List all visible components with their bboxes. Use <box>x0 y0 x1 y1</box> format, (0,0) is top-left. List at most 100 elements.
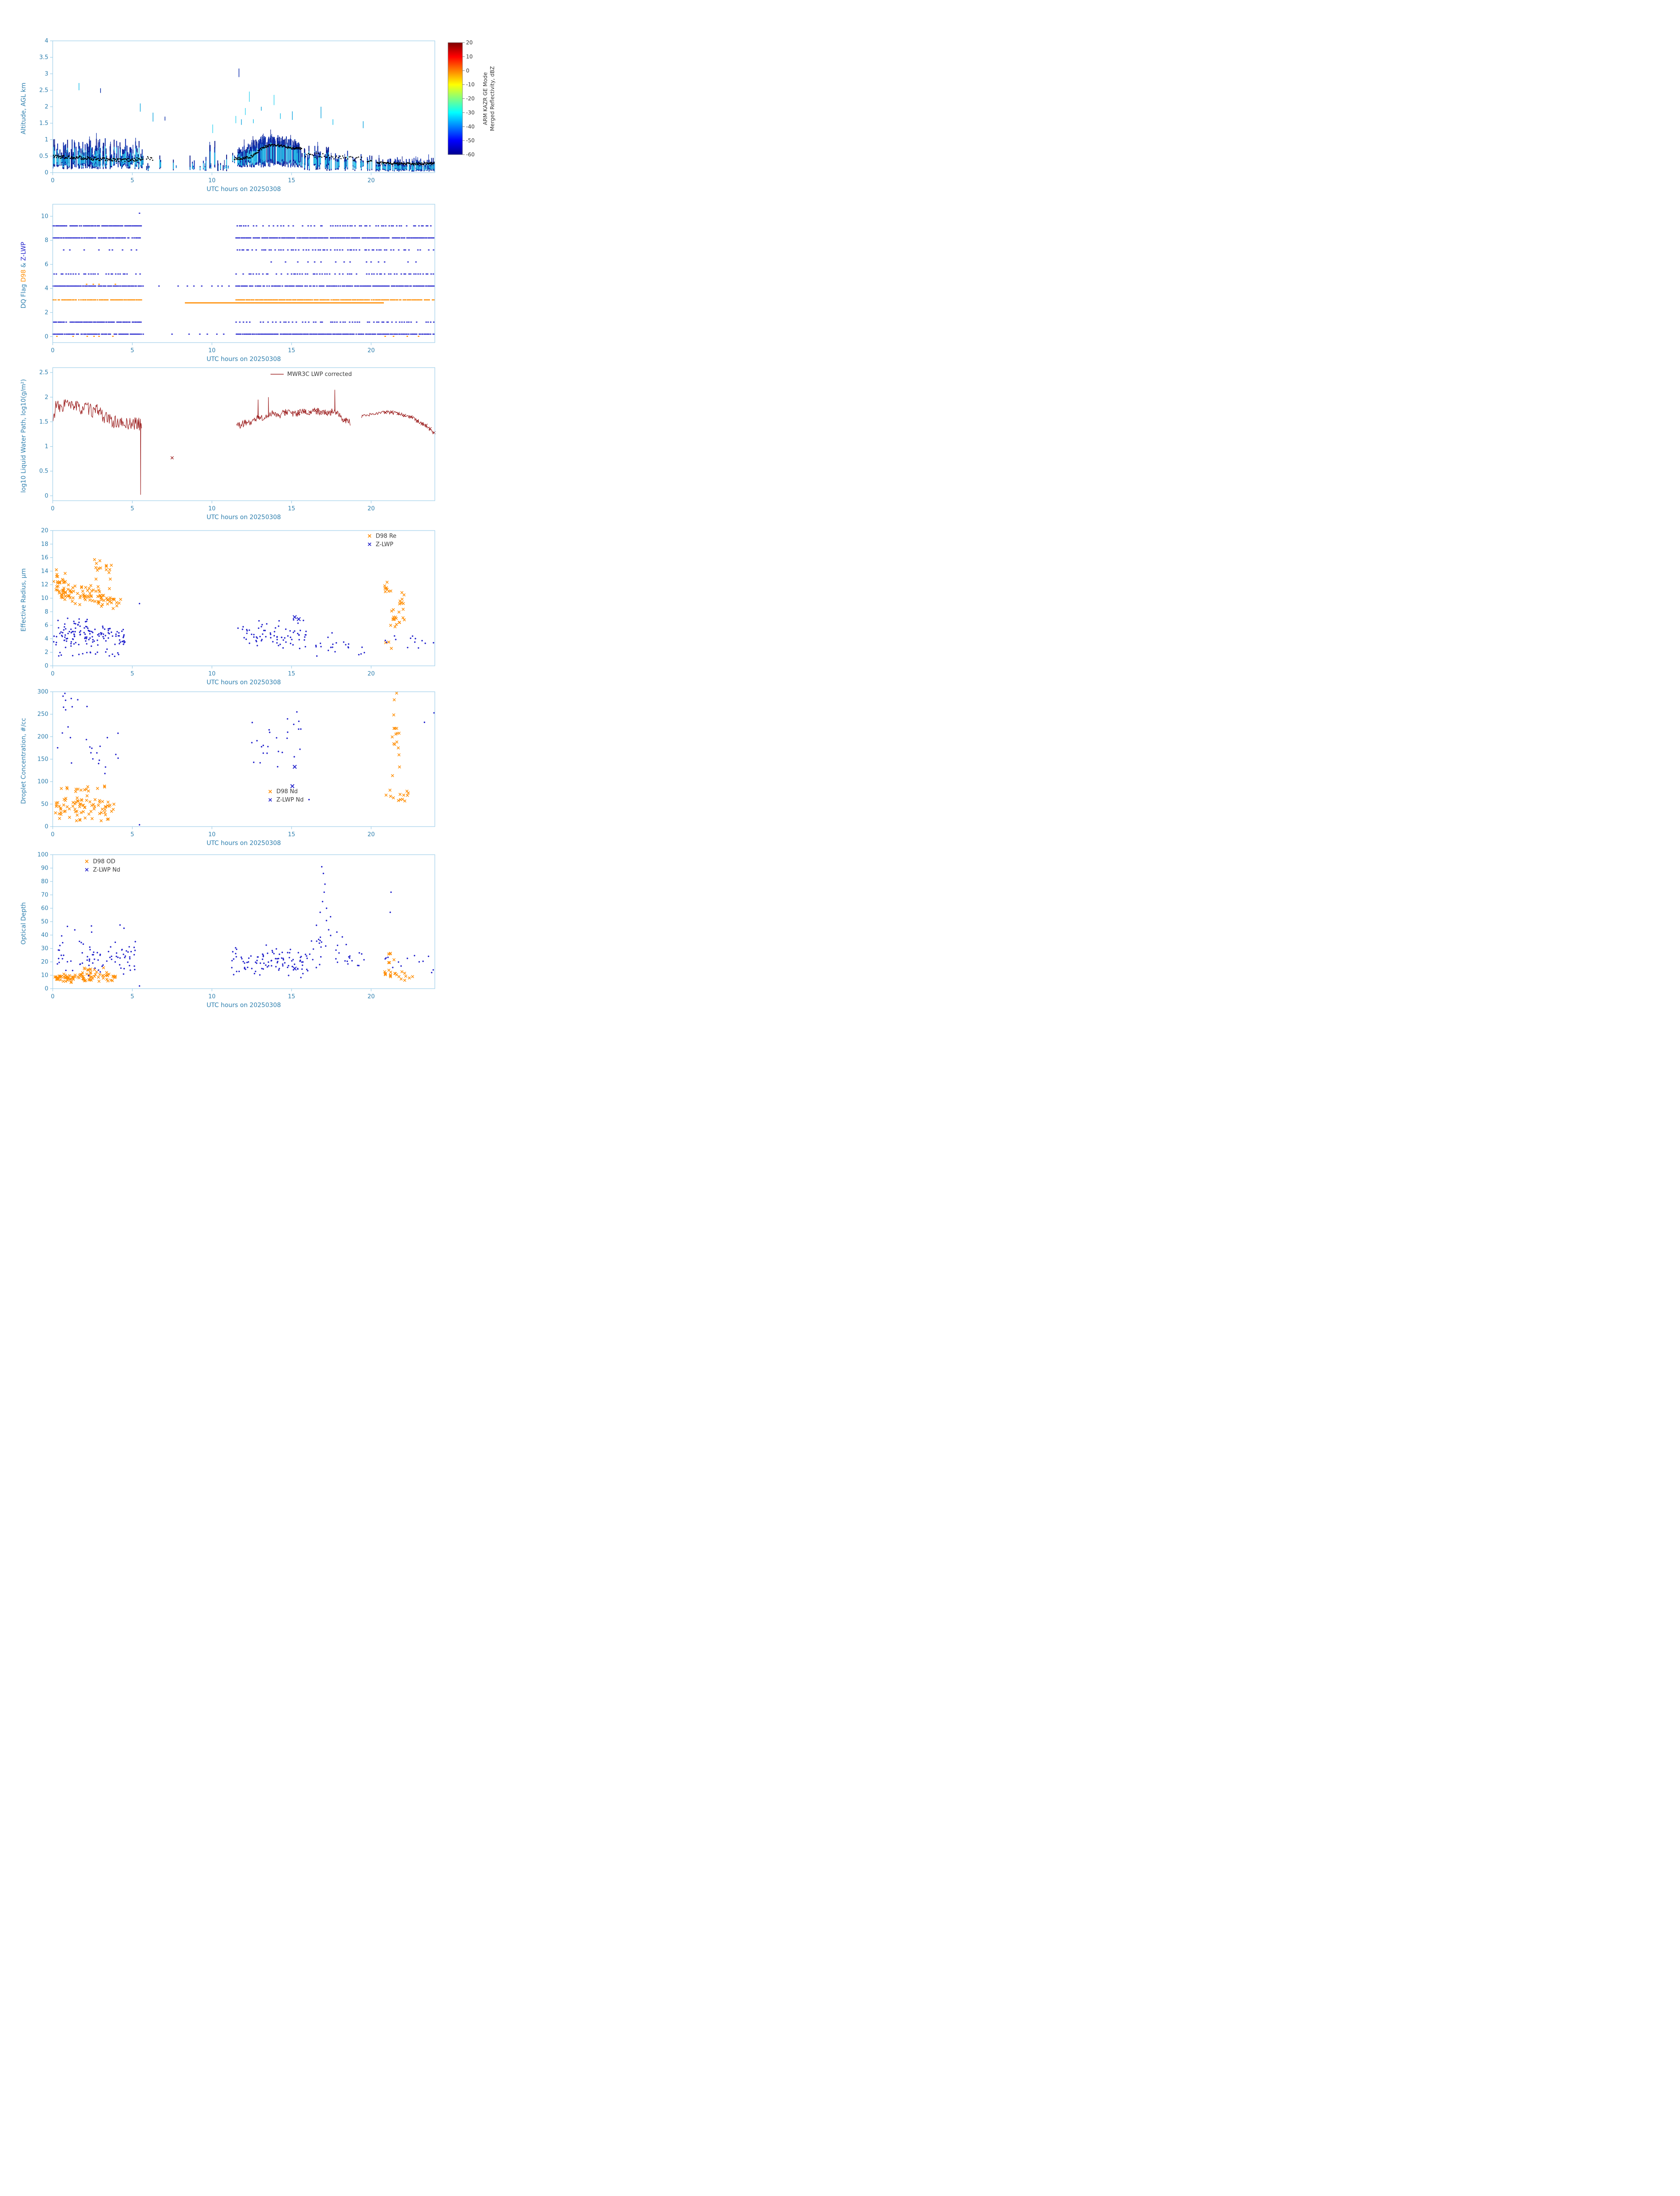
svg-text:20: 20 <box>368 347 375 354</box>
svg-text:-30: -30 <box>466 109 475 116</box>
svg-text:0: 0 <box>45 986 48 992</box>
svg-text:0.5: 0.5 <box>39 468 48 475</box>
svg-text:100: 100 <box>37 779 48 785</box>
svg-text:20: 20 <box>368 177 375 184</box>
svg-text:2.5: 2.5 <box>39 87 48 94</box>
svg-text:15: 15 <box>288 671 295 677</box>
svg-text:2: 2 <box>45 649 48 656</box>
y-axis-label: DQ Flag D98 & Z-LWP <box>20 242 27 309</box>
svg-text:80: 80 <box>41 878 48 885</box>
svg-text:5: 5 <box>130 177 134 184</box>
x-axis-label: UTC hours on 20250308 <box>206 514 281 521</box>
svg-text:18: 18 <box>41 541 48 548</box>
svg-text:D98 Re: D98 Re <box>376 533 396 539</box>
svg-text:4: 4 <box>45 38 48 44</box>
svg-text:20: 20 <box>41 527 48 534</box>
svg-text:MWR3C LWP corrected: MWR3C LWP corrected <box>287 371 352 378</box>
panel-od: 0 5 10 15 20 0 10 20 30 40 50 60 70 80 90 100 UTC hours … <box>20 852 435 1009</box>
svg-text:2: 2 <box>45 394 48 401</box>
panel-reflectivity: 0 5 10 15 20 0 0.5 1 1.5 2 2.5 3 3.5 4 UTC hours on 20… <box>20 38 495 193</box>
svg-text:0: 0 <box>45 333 48 340</box>
svg-text:15: 15 <box>288 993 295 1000</box>
panel-dqflag: 0 5 10 15 20 0 2 4 6 8 10 UTC hours on 20250308 DQ F… <box>20 204 435 363</box>
svg-text:250: 250 <box>37 711 48 718</box>
svg-text:-10: -10 <box>466 82 475 88</box>
svg-text:5: 5 <box>130 671 134 677</box>
svg-text:0: 0 <box>45 170 48 176</box>
svg-text:150: 150 <box>37 756 48 763</box>
svg-text:90: 90 <box>41 865 48 872</box>
svg-text:15: 15 <box>288 347 295 354</box>
svg-text:D98 OD: D98 OD <box>93 858 116 865</box>
svg-text:-50: -50 <box>466 137 475 144</box>
svg-text:0: 0 <box>51 831 54 838</box>
svg-text:4: 4 <box>45 285 48 292</box>
svg-text:-60: -60 <box>466 152 475 158</box>
svg-text:1: 1 <box>45 137 48 143</box>
svg-text:2.5: 2.5 <box>39 369 48 376</box>
svg-text:100: 100 <box>37 852 48 858</box>
colorbar-label: Merged Reflectivity, dBZ <box>489 66 495 131</box>
svg-text:D98 Nd: D98 Nd <box>276 788 298 795</box>
svg-text:15: 15 <box>288 831 295 838</box>
svg-text:10: 10 <box>208 506 216 512</box>
svg-text:30: 30 <box>41 946 48 952</box>
svg-text:60: 60 <box>41 905 48 912</box>
svg-text:Z-LWP Nd: Z-LWP Nd <box>276 797 303 803</box>
colorbar-label: ARM KAZR GE Mode <box>482 72 488 125</box>
svg-text:0.5: 0.5 <box>39 153 48 160</box>
svg-text:0: 0 <box>51 993 54 1000</box>
y-axis-label: log10 Liquid Water Path, log10(g/m²) <box>20 379 27 493</box>
svg-text:4: 4 <box>45 636 48 642</box>
y-axis-label: Droplet Concentration, #/cc <box>20 718 27 804</box>
svg-text:40: 40 <box>41 932 48 939</box>
svg-text:6: 6 <box>45 622 48 629</box>
y-axis-label: Altitude, AGL km <box>20 83 27 134</box>
legend-lwp: MWR3C LWP corrected <box>270 371 352 378</box>
svg-text:-20: -20 <box>466 96 475 102</box>
svg-text:1: 1 <box>45 444 48 450</box>
x-axis-label: UTC hours on 20250308 <box>206 679 281 686</box>
svg-text:15: 15 <box>288 506 295 512</box>
svg-text:16: 16 <box>41 555 48 561</box>
svg-text:10: 10 <box>208 177 216 184</box>
svg-text:2: 2 <box>45 310 48 316</box>
svg-text:3: 3 <box>45 71 48 77</box>
svg-text:Z-LWP: Z-LWP <box>376 541 393 548</box>
legend-od: D98 OD Z-LWP Nd <box>85 858 120 873</box>
svg-text:0: 0 <box>51 506 54 512</box>
svg-text:0: 0 <box>45 493 48 499</box>
svg-text:300: 300 <box>37 689 48 695</box>
panel-lwp: 0 5 10 15 20 0 0.5 1 1.5 2 2.5 UTC hours on 2025030… <box>20 367 436 521</box>
svg-text:2: 2 <box>45 104 48 110</box>
colorbar <box>448 42 463 155</box>
svg-text:5: 5 <box>130 506 134 512</box>
svg-text:6: 6 <box>45 261 48 268</box>
x-axis-label: UTC hours on 20250308 <box>206 1002 281 1009</box>
svg-text:8: 8 <box>45 609 48 615</box>
legend-re: D98 Re Z-LWP <box>368 533 397 548</box>
svg-text:1.5: 1.5 <box>39 120 48 127</box>
svg-text:12: 12 <box>41 582 48 588</box>
svg-text:8: 8 <box>45 237 48 244</box>
svg-text:0: 0 <box>51 347 54 354</box>
svg-text:20: 20 <box>368 671 375 677</box>
svg-text:0: 0 <box>45 663 48 669</box>
svg-text:20: 20 <box>368 831 375 838</box>
x-axis-label: UTC hours on 20250308 <box>206 356 281 363</box>
svg-text:50: 50 <box>41 919 48 925</box>
svg-text:5: 5 <box>130 347 134 354</box>
panel-re: 0 5 10 15 20 0 2 4 6 8 10 12 14 16 18 20 UTC hours on 20… <box>20 527 435 686</box>
svg-text:-40: -40 <box>466 123 475 130</box>
legend-nd: D98 Nd Z-LWP Nd <box>268 788 303 803</box>
svg-text:20: 20 <box>368 506 375 512</box>
x-axis-label: UTC hours on 20250308 <box>206 840 281 847</box>
svg-text:Z-LWP Nd: Z-LWP Nd <box>93 867 120 873</box>
svg-text:20: 20 <box>41 959 48 965</box>
svg-text:20: 20 <box>466 40 473 46</box>
svg-text:5: 5 <box>130 831 134 838</box>
y-axis-label: Optical Depth <box>20 902 27 945</box>
svg-text:5: 5 <box>130 993 134 1000</box>
svg-text:20: 20 <box>368 993 375 1000</box>
